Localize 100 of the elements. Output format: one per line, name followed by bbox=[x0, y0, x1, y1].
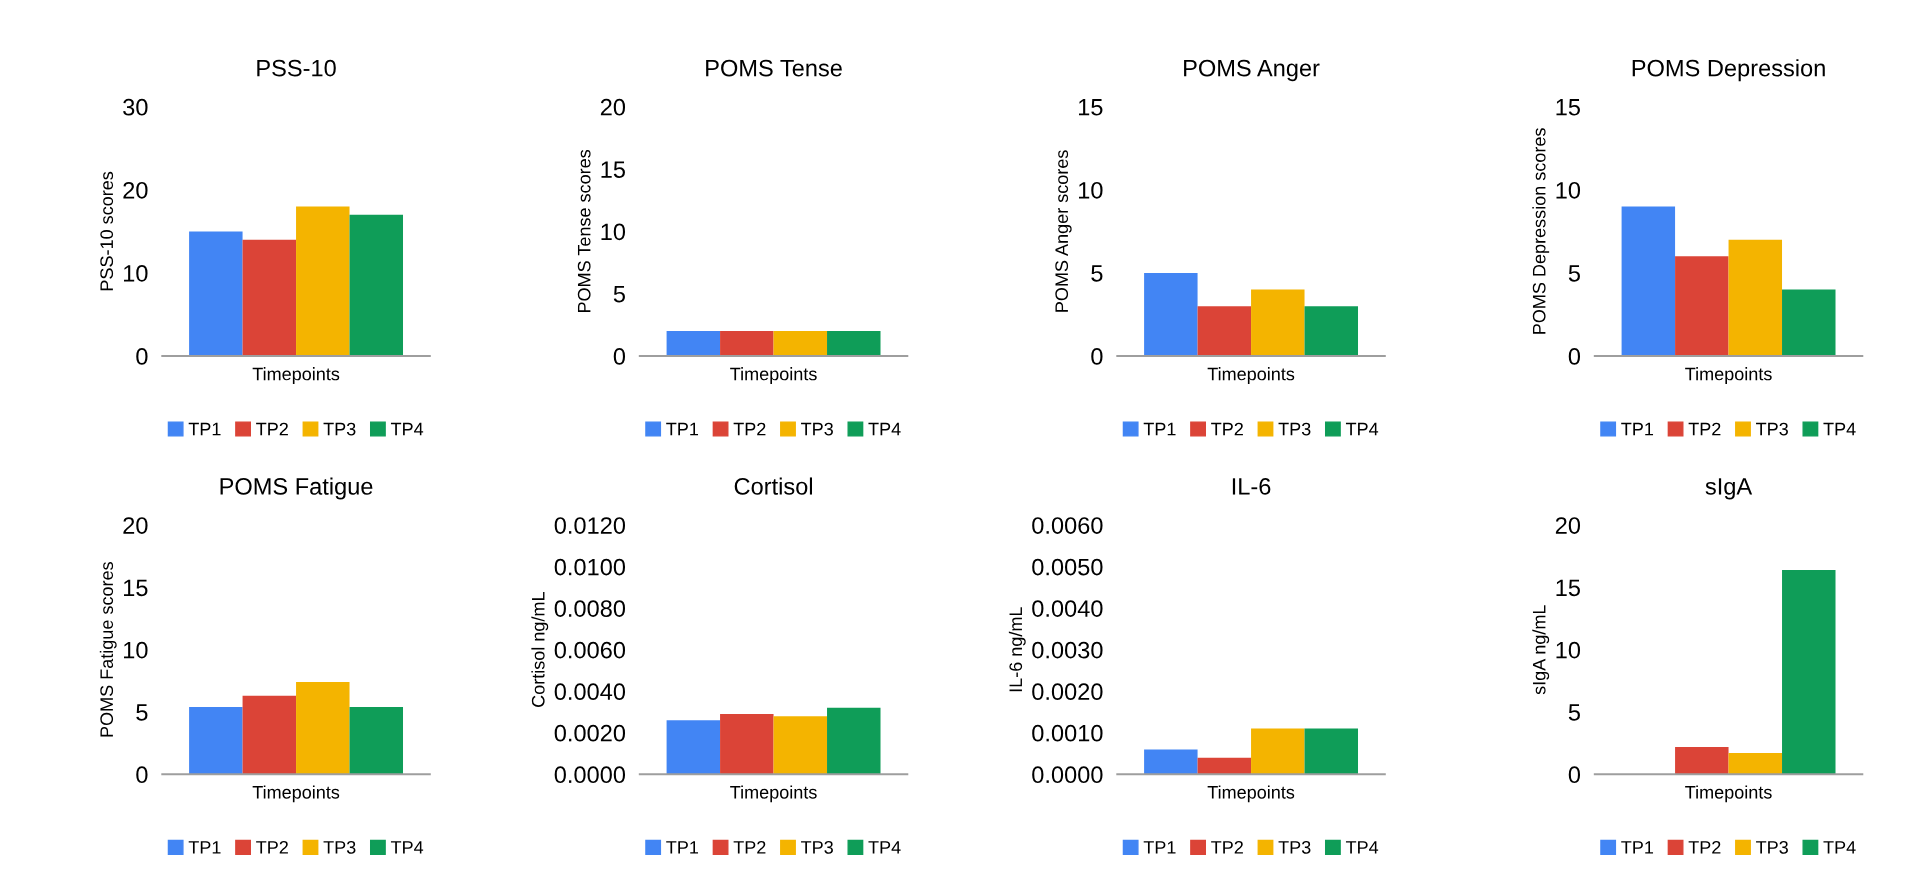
y-tick-label: 0.0040 bbox=[554, 683, 626, 701]
y-tick-label: 5 bbox=[136, 704, 148, 721]
legend-label: TP3 bbox=[323, 422, 356, 436]
x-axis-title: Timepoints bbox=[252, 367, 340, 384]
bar bbox=[349, 707, 404, 775]
y-tick-label: 0.0060 bbox=[1032, 517, 1103, 534]
bar bbox=[1304, 728, 1359, 775]
y-tick-label: 5 bbox=[1568, 704, 1580, 721]
bar bbox=[349, 214, 404, 356]
legend-label: TP1 bbox=[1621, 422, 1654, 436]
x-axis-title: Timepoints bbox=[1207, 785, 1295, 803]
y-tick-label: 10 bbox=[601, 223, 626, 241]
bar bbox=[1675, 256, 1729, 356]
x-axis-title: Timepoints bbox=[1685, 785, 1772, 803]
legend-label: TP3 bbox=[801, 422, 833, 436]
y-tick-label: 15 bbox=[1079, 99, 1103, 116]
y-tick-label: 0.0010 bbox=[1032, 724, 1103, 742]
y-tick-label: 15 bbox=[601, 161, 625, 178]
legend-label: TP2 bbox=[733, 840, 766, 854]
bar bbox=[296, 682, 350, 775]
chart-title: PSS-10 bbox=[257, 59, 336, 77]
y-tick-label: 10 bbox=[1556, 641, 1581, 659]
y-tick-label: 20 bbox=[600, 98, 626, 116]
legend-label: TP2 bbox=[1211, 422, 1243, 436]
legend-label: TP2 bbox=[1688, 422, 1721, 436]
bar bbox=[1251, 728, 1305, 775]
y-tick-label: 5 bbox=[1568, 265, 1580, 282]
chart-title: Cortisol bbox=[734, 477, 812, 495]
y-tick-label: 0.0020 bbox=[1032, 683, 1103, 701]
legend-label: TP2 bbox=[256, 840, 288, 854]
x-axis-title: Timepoints bbox=[1207, 367, 1295, 384]
legend-label: TP3 bbox=[1278, 840, 1311, 854]
legend-label: TP3 bbox=[323, 840, 356, 854]
bar bbox=[1197, 757, 1252, 775]
bar bbox=[1728, 239, 1783, 356]
y-axis-title: sIgA ng/mL bbox=[1532, 605, 1550, 695]
legend-label: TP1 bbox=[1143, 422, 1176, 436]
legend-label: TP1 bbox=[1621, 841, 1654, 854]
chart-title: POMS Fatigue bbox=[220, 477, 373, 500]
y-axis-title: POMS Anger scores bbox=[1055, 150, 1072, 312]
legend-label: TP1 bbox=[188, 841, 221, 854]
y-tick-label: 10 bbox=[1556, 181, 1581, 199]
y-tick-label: 15 bbox=[1556, 99, 1580, 116]
bar bbox=[1144, 749, 1198, 775]
y-tick-label: 0.0050 bbox=[1032, 558, 1103, 576]
bar bbox=[189, 231, 243, 356]
bar bbox=[296, 206, 350, 356]
y-tick-label: 0.0000 bbox=[1032, 766, 1103, 784]
legend-label: TP4 bbox=[1823, 841, 1856, 854]
legend-label: TP4 bbox=[390, 422, 424, 436]
y-tick-label: 0 bbox=[1568, 348, 1581, 365]
bar bbox=[1675, 746, 1729, 775]
legend-label: TP4 bbox=[1345, 422, 1379, 436]
legend-label: TP2 bbox=[1688, 840, 1721, 854]
x-axis-title: Timepoints bbox=[252, 785, 340, 803]
y-axis-title: Cortisol ng/mL bbox=[531, 592, 549, 707]
y-tick-label: 5 bbox=[613, 286, 625, 303]
x-axis-title: Timepoints bbox=[730, 367, 817, 384]
chart-title: POMS Anger bbox=[1184, 59, 1320, 82]
y-tick-label: 0 bbox=[136, 766, 148, 784]
y-axis-title: POMS Tense scores bbox=[577, 149, 591, 313]
x-axis-title: Timepoints bbox=[1685, 367, 1772, 384]
y-axis-title: IL-6 ng/mL bbox=[1008, 607, 1026, 692]
bar bbox=[1782, 569, 1836, 775]
legend-label: TP1 bbox=[1143, 841, 1176, 854]
legend-label: TP3 bbox=[1278, 422, 1311, 436]
legend-label: TP1 bbox=[666, 841, 699, 854]
chart-title: IL-6 bbox=[1232, 478, 1271, 495]
legend-label: TP2 bbox=[1211, 840, 1243, 854]
y-tick-label: 20 bbox=[123, 517, 148, 534]
legend-label: TP4 bbox=[1823, 422, 1856, 436]
legend-label: TP4 bbox=[868, 422, 901, 436]
y-tick-label: 0 bbox=[1568, 766, 1581, 784]
y-tick-label: 0.0000 bbox=[554, 766, 626, 784]
bar bbox=[242, 239, 297, 356]
y-tick-label: 0 bbox=[136, 348, 148, 365]
y-tick-label: 0.0120 bbox=[554, 517, 626, 534]
legend-label: TP1 bbox=[188, 422, 221, 436]
y-tick-label: 15 bbox=[124, 579, 148, 597]
chart-title: sIgA bbox=[1705, 478, 1753, 500]
y-tick-label: 0.0040 bbox=[1032, 600, 1103, 617]
y-axis-title: POMS Fatigue scores bbox=[99, 562, 117, 737]
legend-label: TP4 bbox=[868, 841, 901, 854]
bar bbox=[1728, 753, 1783, 775]
y-tick-label: 0 bbox=[1091, 348, 1103, 365]
y-tick-label: 0.0030 bbox=[1032, 641, 1103, 659]
legend-label: TP3 bbox=[801, 840, 833, 854]
y-tick-label: 20 bbox=[123, 181, 148, 199]
legend-label: TP2 bbox=[733, 422, 766, 436]
bar bbox=[1621, 206, 1676, 356]
legend-label: TP2 bbox=[256, 422, 288, 436]
legend-label: TP1 bbox=[666, 422, 699, 436]
chart-title: POMS Depression bbox=[1632, 59, 1825, 82]
y-tick-label: 10 bbox=[1079, 181, 1103, 199]
y-tick-label: 10 bbox=[124, 265, 148, 282]
y-tick-label: 0.0020 bbox=[554, 724, 626, 742]
y-tick-label: 0.0080 bbox=[554, 600, 626, 617]
legend-label: TP3 bbox=[1756, 840, 1788, 854]
y-tick-label: 10 bbox=[124, 641, 148, 659]
y-tick-label: 20 bbox=[1555, 517, 1581, 534]
